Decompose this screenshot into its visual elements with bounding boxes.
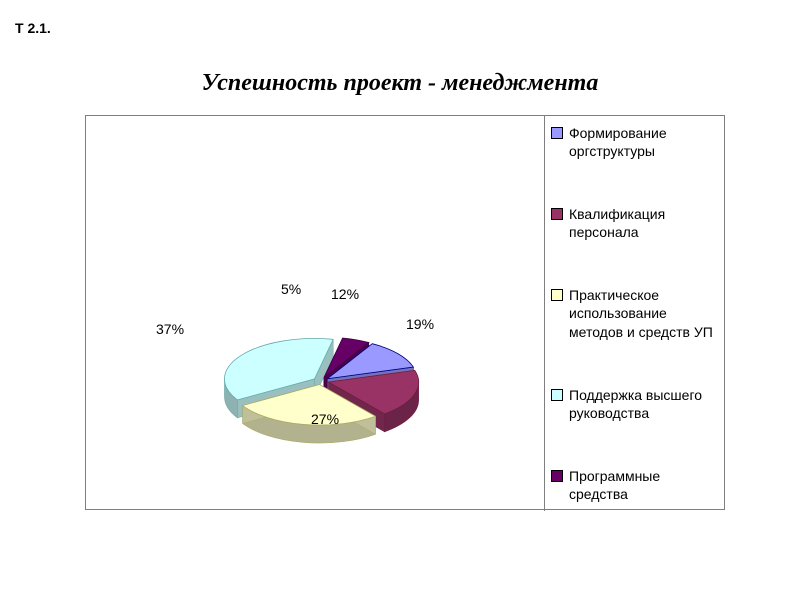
- legend-swatch-3: [551, 389, 563, 401]
- legend-item-0: Формирование оргструктуры: [551, 124, 718, 160]
- chart-title: Успешность проект - менеджмента: [0, 70, 800, 97]
- slice-label-1: 19%: [406, 316, 434, 332]
- legend-item-2: Практическое использование методов и сре…: [551, 286, 718, 341]
- section-number: Т 2.1.: [15, 20, 51, 36]
- legend-swatch-1: [551, 208, 563, 220]
- pie-chart: [201, 311, 401, 411]
- legend-label-0: Формирование оргструктуры: [569, 124, 718, 160]
- legend-label-2: Практическое использование методов и сре…: [569, 286, 718, 341]
- legend-label-3: Поддержка высшего руководства: [569, 386, 718, 422]
- pie-chart-area: 12% 19% 27% 37% 5%: [86, 116, 546, 511]
- legend-item-1: Квалификация персонала: [551, 205, 718, 241]
- legend-item-4: Программные средства: [551, 467, 718, 503]
- slice-label-3: 37%: [156, 321, 184, 337]
- legend-swatch-2: [551, 289, 563, 301]
- slice-label-2: 27%: [311, 411, 339, 427]
- legend: Формирование оргструктуры Квалификация п…: [544, 116, 724, 511]
- legend-item-3: Поддержка высшего руководства: [551, 386, 718, 422]
- legend-swatch-0: [551, 127, 563, 139]
- legend-label-1: Квалификация персонала: [569, 205, 718, 241]
- legend-label-4: Программные средства: [569, 467, 718, 503]
- slice-label-4: 5%: [281, 281, 301, 297]
- slice-label-0: 12%: [331, 286, 359, 302]
- legend-swatch-4: [551, 470, 563, 482]
- chart-panel: 12% 19% 27% 37% 5% Формирование оргструк…: [85, 115, 725, 510]
